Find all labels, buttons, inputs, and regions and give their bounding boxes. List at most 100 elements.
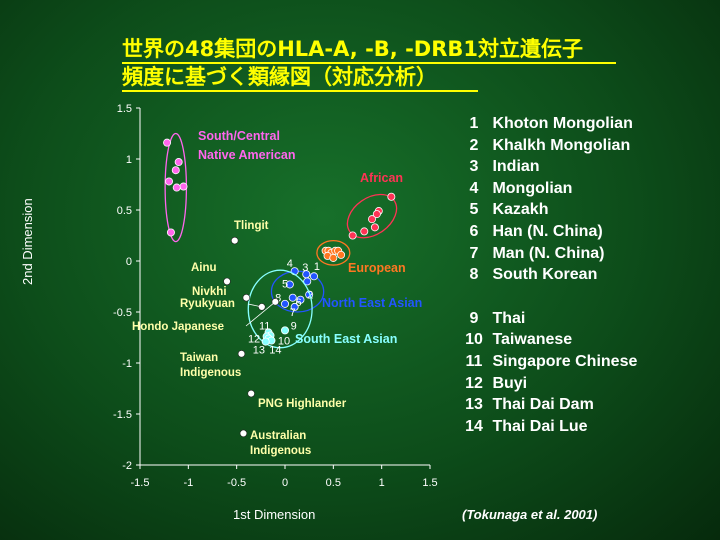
legend-population-name: Thai <box>488 309 526 327</box>
legend-item: 9 Thai <box>460 309 526 328</box>
x-tick-label: -1.5 <box>131 477 150 489</box>
legend-population-name: Thai Dai Lue <box>488 417 588 435</box>
point-name-label: Nivkhi <box>192 286 227 298</box>
x-axis-label: 1st Dimension <box>233 507 316 522</box>
x-tick-label: 0 <box>282 477 288 489</box>
y-tick-label: 0 <box>126 256 132 268</box>
point-number-label: 13 <box>253 345 265 357</box>
legend-population-name: Buyi <box>488 374 528 392</box>
data-point <box>261 337 270 346</box>
legend-item: 6 Han (N. China) <box>460 223 603 241</box>
point-number-label: 4 <box>287 258 293 270</box>
point-name-label: Australian <box>250 430 306 442</box>
data-point <box>303 277 312 286</box>
legend-population-name: Kazakh <box>488 201 549 219</box>
point-number-label: 11 <box>259 320 270 332</box>
legend-item: 10 Taiwanese <box>460 331 572 349</box>
data-point <box>280 299 289 308</box>
data-point <box>163 138 172 147</box>
citation: (Tokunaga et al. 2001) <box>462 507 598 522</box>
y-tick-label: 1 <box>126 154 132 166</box>
point-number-label: 6 <box>295 297 301 309</box>
data-point <box>164 177 173 186</box>
y-axis-label: 2nd Dimension <box>20 198 35 285</box>
data-point <box>174 158 183 167</box>
legend-item: 12 Buyi <box>460 375 527 393</box>
legend-population-name: Mongolian <box>488 179 573 197</box>
group-label: African <box>360 171 403 185</box>
y-tick-label: -0.5 <box>113 307 132 319</box>
legend-item: 2 Khalkh Mongolian <box>460 136 631 155</box>
legend-number: 5 <box>469 201 479 219</box>
data-point <box>280 326 289 335</box>
point-number-label: 7 <box>290 307 296 319</box>
group-ellipse <box>247 269 313 349</box>
data-point <box>239 429 248 438</box>
point-name-label: Ryukyuan <box>180 298 235 310</box>
data-point <box>296 295 305 304</box>
data-point <box>242 294 251 302</box>
leader-line <box>247 303 262 308</box>
point-number-label: 8 <box>275 293 281 305</box>
group-label: South/Central <box>198 129 280 143</box>
point-number-label: 9 <box>291 320 297 332</box>
legend-item: 4 Mongolian <box>460 179 573 198</box>
point-name-label: PNG Highlander <box>258 398 347 410</box>
title-line-1: 世界の48集団のHLA-A, -B, -DRB1対立遺伝子 <box>122 37 584 61</box>
legend-number: 12 <box>465 374 483 392</box>
data-point <box>231 236 239 245</box>
point-name-label: Indigenous <box>180 367 241 379</box>
point-number-label: 5 <box>282 278 288 290</box>
x-tick-label: -0.5 <box>227 477 246 489</box>
legend-item: 11 Singapore Chinese <box>460 353 638 371</box>
legend-number: 13 <box>465 396 483 414</box>
data-point <box>367 215 376 224</box>
legend-number: 2 <box>469 136 479 154</box>
x-tick-label: 1.5 <box>422 477 437 489</box>
legend-population-name: Indian <box>488 158 540 176</box>
data-point <box>290 302 299 311</box>
legend-number: 7 <box>469 244 479 262</box>
y-tick-label: -2 <box>122 460 132 472</box>
point-name-label: Indigenous <box>250 445 311 457</box>
data-point <box>285 280 294 289</box>
y-tick-label: 1.5 <box>117 103 132 115</box>
group-label: South East Asian <box>295 332 397 346</box>
point-name-label: Taiwan <box>180 352 218 364</box>
legend-population-name: Khoton Mongolian <box>488 115 633 132</box>
point-number-label: 14 <box>269 345 281 357</box>
legend-number: 4 <box>469 179 479 197</box>
data-point <box>172 183 181 192</box>
point-name-label: Hondo Japanese <box>132 321 224 333</box>
data-point <box>348 231 357 240</box>
data-point <box>370 223 379 232</box>
legend-item: 3 Indian <box>460 158 540 176</box>
group-label: North East Asian <box>322 296 422 310</box>
title-underline-2 <box>122 90 478 92</box>
data-point <box>247 389 255 398</box>
legend-number: 8 <box>469 266 479 284</box>
data-point <box>179 182 188 191</box>
group-ellipse <box>346 193 398 239</box>
legend-number: 9 <box>469 309 479 327</box>
point-name-label: Tlingit <box>234 220 269 232</box>
data-point <box>288 293 297 302</box>
legend-population-name: Taiwanese <box>488 331 573 349</box>
data-point <box>360 227 369 236</box>
group-label: Native American <box>198 148 296 162</box>
data-point <box>309 272 318 281</box>
group-label: European <box>348 261 406 275</box>
point-number-label: 12 <box>248 334 260 346</box>
x-tick-label: 1 <box>379 477 385 489</box>
data-point <box>329 253 338 262</box>
legend-number: 11 <box>465 353 483 370</box>
legend-population-name: Man (N. China) <box>488 244 605 262</box>
leader-line <box>245 301 276 327</box>
point-number-label: 10 <box>278 336 290 348</box>
title-line-2: 頻度に基づく類縁図（対応分析） <box>122 65 437 89</box>
legend-item: 5 Kazakh <box>460 201 549 219</box>
legend-number: 10 <box>465 331 483 349</box>
data-point <box>337 250 346 259</box>
data-point <box>387 192 396 201</box>
